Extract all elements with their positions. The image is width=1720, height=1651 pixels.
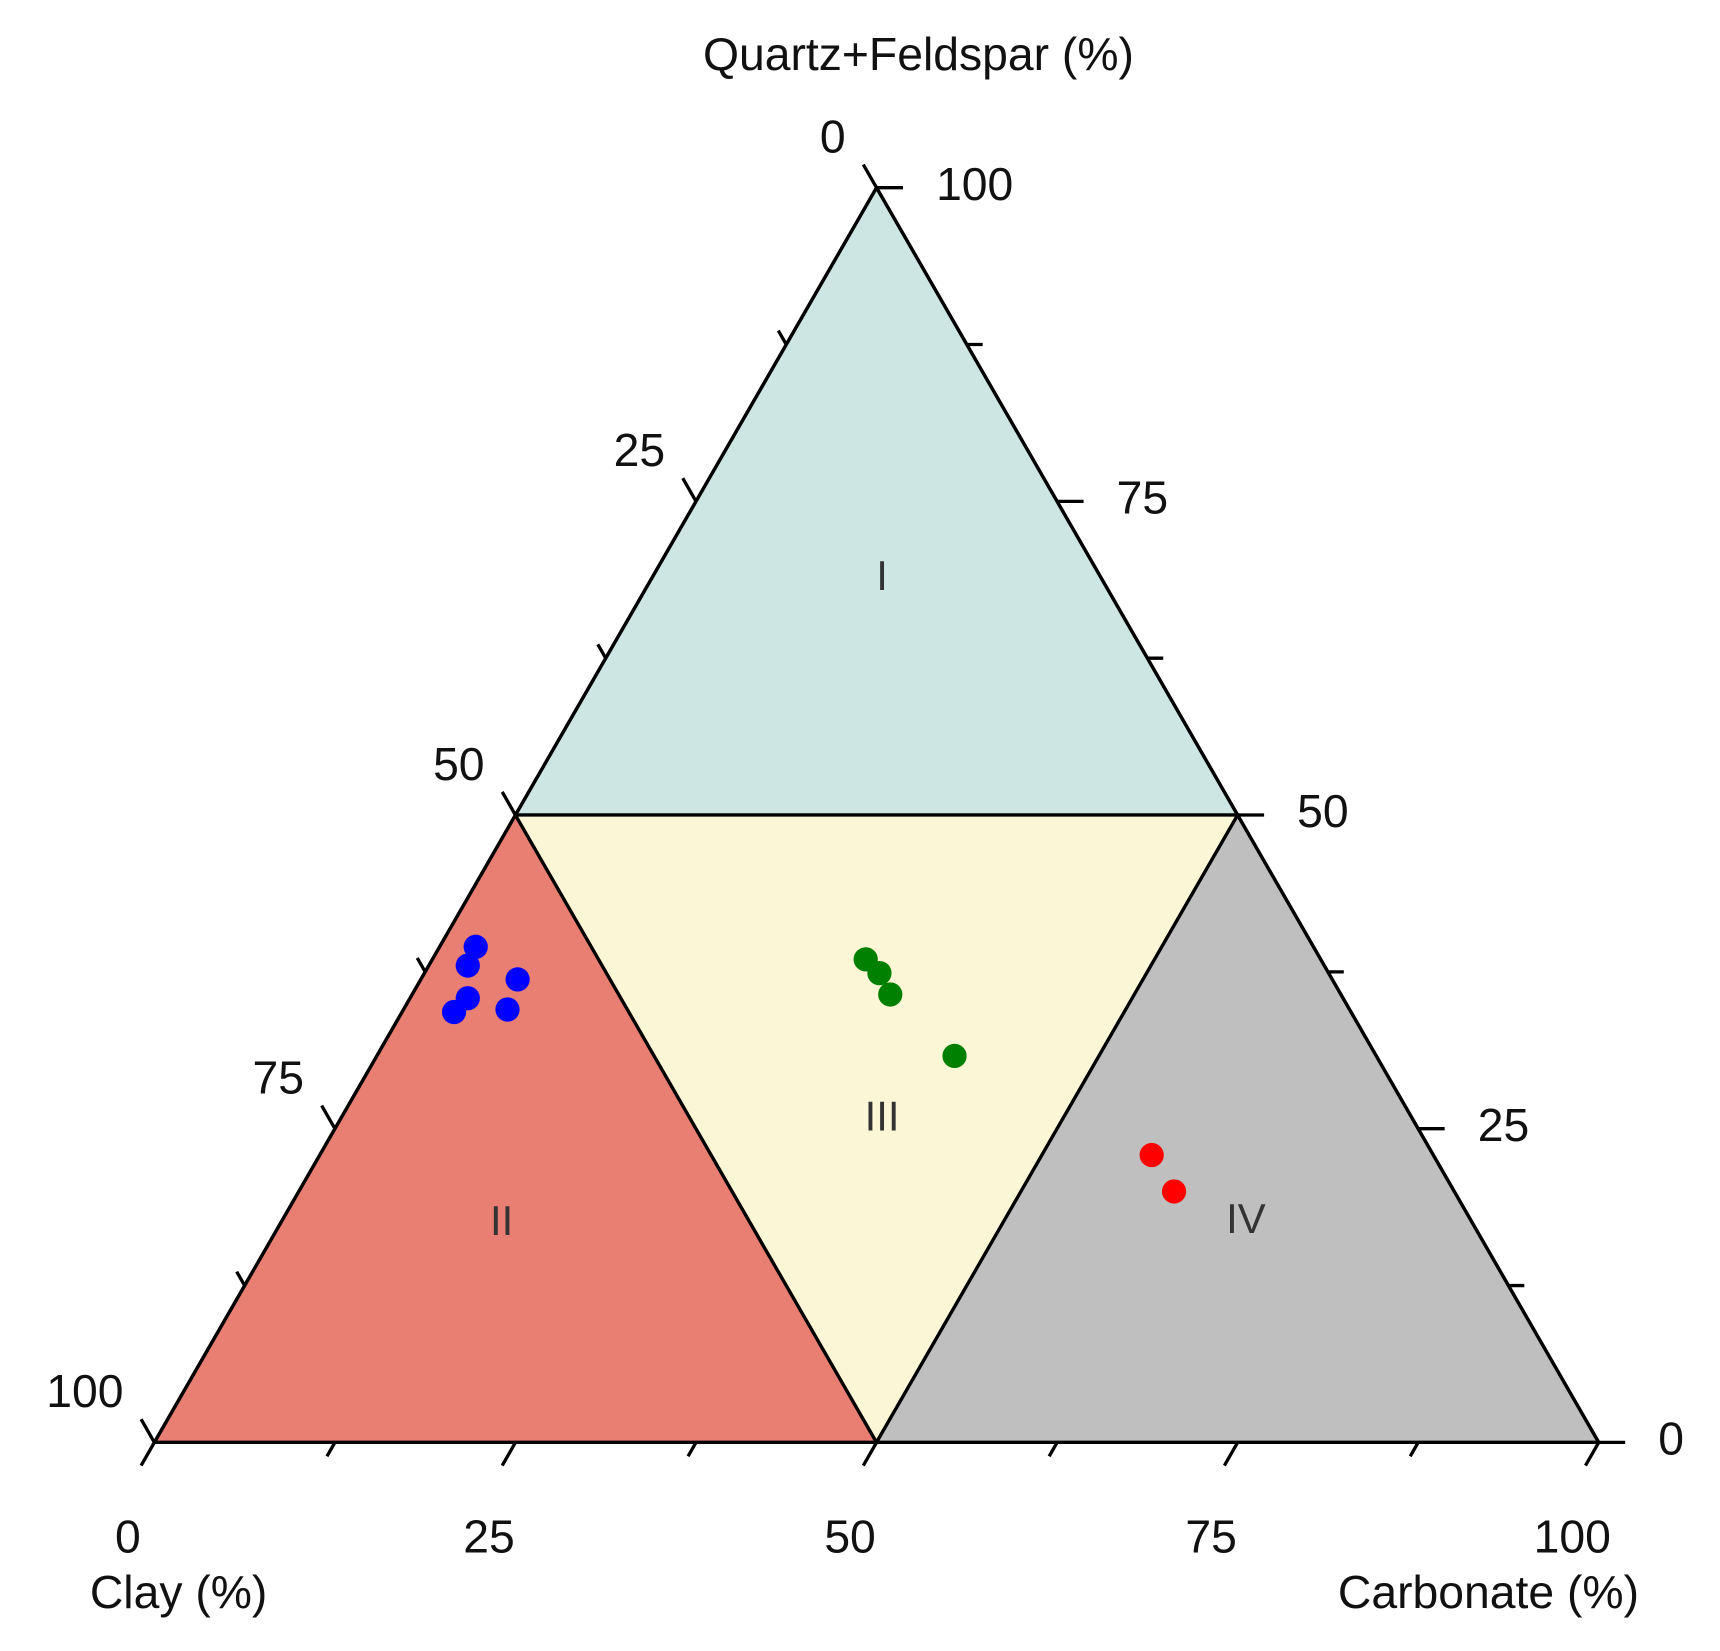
- data-point: [867, 960, 892, 986]
- tick-label: 50: [433, 738, 485, 790]
- tick-label: 0: [820, 110, 846, 162]
- data-point: [463, 934, 488, 959]
- minor-tick: [1047, 1441, 1059, 1458]
- data-point: [942, 1043, 967, 1069]
- tick: [1584, 1441, 1601, 1467]
- tick-label: 100: [936, 158, 1013, 210]
- minor-tick: [415, 957, 427, 973]
- tick-label: 100: [46, 1365, 123, 1417]
- points: [441, 934, 1187, 1204]
- tick: [681, 477, 698, 503]
- region-label: I: [876, 552, 888, 599]
- tick: [500, 791, 517, 816]
- minor-tick: [596, 643, 608, 660]
- tick: [500, 1441, 517, 1467]
- tick: [861, 163, 878, 189]
- clay-axis-title: Clay (%): [90, 1566, 267, 1618]
- data-point: [1139, 1142, 1164, 1168]
- minor-tick: [1408, 1441, 1420, 1458]
- top-axis-title: Quartz+Feldspar (%): [703, 28, 1134, 80]
- region-label: III: [865, 1092, 900, 1139]
- tick-label: 75: [1185, 1511, 1237, 1563]
- carbonate-axis-title: Carbonate (%): [1338, 1566, 1639, 1618]
- tick-label: 0: [1658, 1413, 1684, 1465]
- tick-label: 75: [253, 1052, 305, 1104]
- axes: 0 25 50 75 100 0 25 50 75 100 0 25 50 75 100: [46, 110, 1684, 1562]
- tick: [139, 1441, 156, 1467]
- tick: [139, 1418, 156, 1444]
- minor-tick: [686, 1441, 698, 1458]
- minor-tick: [235, 1270, 247, 1287]
- minor-tick: [325, 1441, 337, 1458]
- tick-label: 75: [1117, 472, 1169, 524]
- data-point: [495, 997, 520, 1022]
- tick-label: 25: [614, 424, 665, 476]
- region-label: IV: [1226, 1195, 1266, 1242]
- data-point: [455, 953, 480, 978]
- region-label: II: [490, 1197, 513, 1244]
- minor-tick: [776, 329, 788, 346]
- tick-label: 0: [115, 1511, 141, 1563]
- data-point: [1161, 1179, 1187, 1204]
- data-point: [441, 999, 467, 1025]
- tick-label: 25: [463, 1511, 515, 1563]
- data-point: [878, 982, 903, 1007]
- tick-label: 25: [1478, 1099, 1530, 1151]
- tick: [861, 1441, 878, 1467]
- tick-label: 50: [824, 1511, 876, 1563]
- tick: [320, 1104, 337, 1130]
- tick-label: 100: [1534, 1511, 1611, 1563]
- tick: [1222, 1441, 1240, 1467]
- tick-label: 50: [1297, 785, 1349, 837]
- data-point: [505, 967, 530, 992]
